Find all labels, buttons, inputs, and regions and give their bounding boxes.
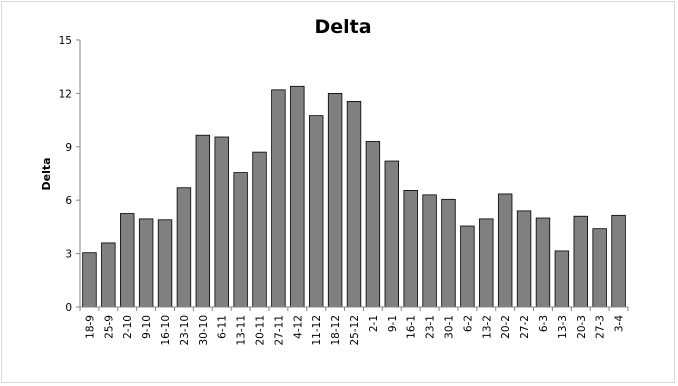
bar (82, 252, 97, 308)
bar (441, 198, 456, 308)
y-tick-label: 3 (65, 249, 72, 261)
x-tick-label: 20-3 (576, 315, 588, 339)
bar (195, 134, 211, 308)
x-tick-label: 20-2 (500, 315, 512, 339)
bar (252, 151, 267, 308)
bar (611, 214, 626, 308)
x-tick-label: 23-1 (425, 315, 437, 339)
x-tick-label: 4-12 (292, 315, 304, 339)
x-tick-label: 6-2 (462, 315, 474, 332)
bar (479, 218, 494, 308)
x-tick-label: 20-11 (255, 315, 267, 346)
bar (346, 101, 362, 308)
x-tick-label: 18-9 (84, 315, 96, 339)
bar (535, 217, 551, 308)
bar (592, 228, 607, 308)
y-tick-label: 9 (65, 142, 72, 154)
bar (460, 225, 475, 308)
bar (327, 93, 343, 308)
bar (101, 242, 116, 308)
x-tick-label: 16-10 (160, 315, 172, 346)
x-tick-label: 23-10 (179, 315, 191, 346)
bar (271, 89, 286, 308)
bar (233, 172, 248, 308)
x-tick-label: 25-9 (103, 315, 115, 339)
x-tick-label: 30-10 (198, 315, 210, 346)
x-tick-label: 13-11 (236, 315, 248, 346)
x-tick-label: 27-11 (273, 315, 285, 346)
x-tick-label: 27-3 (595, 315, 607, 339)
x-tick-label: 2-1 (368, 315, 380, 332)
bar (516, 210, 532, 308)
bar (138, 218, 154, 308)
bar (157, 219, 173, 308)
x-tick-label: 2-10 (122, 315, 134, 339)
y-axis-title: Delta (40, 157, 53, 190)
bar (214, 136, 229, 308)
x-tick-label: 25-12 (349, 315, 361, 346)
y-tick-label: 0 (65, 302, 72, 314)
plot-area: 0 3 6 9 12 15 18-9 25-9 2-10 9-10 16-10 23-10 30-10 6… (59, 35, 629, 346)
x-tick-label: 18-12 (330, 315, 342, 346)
x-tick-label: 13-3 (557, 315, 569, 339)
bar (497, 193, 513, 308)
x-tick-label: 13-2 (481, 315, 493, 339)
x-tick-label: 27-2 (519, 315, 531, 339)
x-tick-label: 3-4 (614, 315, 626, 332)
y-tick-label: 6 (65, 195, 72, 207)
x-tick-label: 6-11 (217, 315, 229, 339)
x-tick-label: 9-1 (387, 315, 399, 332)
bar (403, 190, 418, 308)
x-tick-label: 11-12 (311, 315, 323, 346)
bar (120, 213, 135, 308)
bar (573, 215, 588, 308)
y-tick-label: 15 (59, 35, 72, 47)
bar (384, 160, 399, 308)
x-tick-label: 30-1 (443, 315, 455, 339)
x-tick-label: 9-10 (141, 315, 153, 339)
y-tick-label: 12 (59, 88, 72, 100)
bar (308, 115, 324, 308)
x-tick-label: 16-1 (406, 315, 418, 339)
bar (554, 250, 570, 308)
bar (290, 85, 305, 308)
x-tick-label: 6-3 (538, 315, 550, 332)
bar (176, 187, 192, 308)
bar (365, 141, 381, 308)
bar (422, 194, 437, 308)
chart-title: Delta (314, 16, 371, 38)
